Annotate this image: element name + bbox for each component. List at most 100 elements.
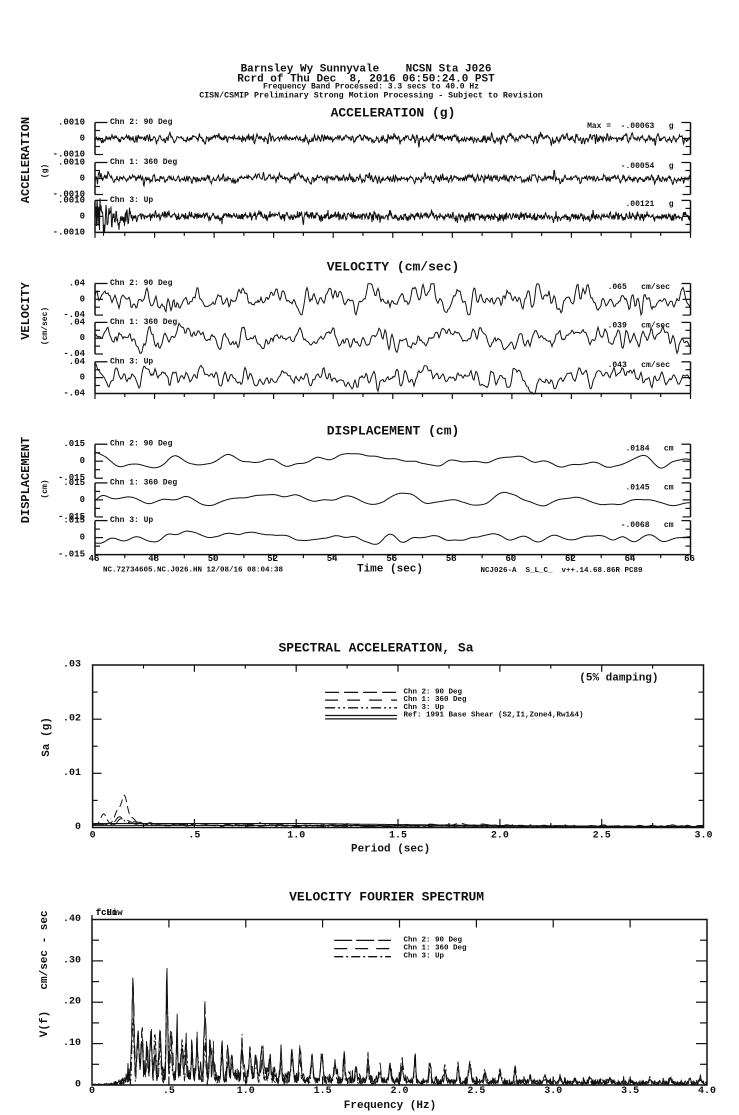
svg-text:0: 0 [80,333,85,343]
svg-text:1.0: 1.0 [287,831,305,842]
svg-text:-.0010: -.0010 [53,227,85,237]
svg-text:.5: .5 [163,1086,175,1097]
svg-text:0: 0 [80,456,85,466]
svg-text:.015: .015 [63,478,85,488]
svg-text:4.0: 4.0 [698,1086,716,1097]
svg-text:3.0: 3.0 [544,1086,562,1097]
svg-text:Chn 3: Up: Chn 3: Up [110,357,153,366]
svg-text:2.5: 2.5 [593,831,611,842]
svg-text:2.0: 2.0 [491,831,509,842]
svg-text:62: 62 [565,554,576,564]
svg-text:-.0010: -.0010 [53,150,85,160]
svg-text:Frequency Band Processed: 3.3: Frequency Band Processed: 3.3 secs to 40… [263,83,479,92]
svg-text:.01: .01 [63,768,81,779]
svg-text:fcLow: fcLow [96,908,124,918]
svg-text:.40: .40 [63,914,81,925]
svg-text:Chn 3: Up: Chn 3: Up [110,516,153,525]
svg-text:2.5: 2.5 [467,1086,485,1097]
svg-text:.10: .10 [63,1038,81,1049]
svg-text:Chn 2: 90 Deg: Chn 2: 90 Deg [404,688,463,696]
svg-text:Chn 1: 360 Deg: Chn 1: 360 Deg [110,318,177,327]
svg-text:0: 0 [80,294,85,304]
svg-text:.043 cm/sec: .043 cm/sec [608,361,671,370]
svg-text:60: 60 [505,554,516,564]
svg-text:46: 46 [89,554,100,564]
svg-text:Rcrd of Thu Dec 8, 2016 06:50: Rcrd of Thu Dec 8, 2016 06:50:24.0 PST [237,74,495,86]
svg-text:.03: .03 [63,660,81,671]
svg-text:Period (sec): Period (sec) [351,844,430,856]
svg-text:58: 58 [446,554,457,564]
svg-text:.015: .015 [63,439,85,449]
svg-text:56: 56 [386,554,397,564]
svg-text:VELOCITY: VELOCITY [19,281,33,339]
svg-text:DISPLACEMENT (cm): DISPLACEMENT (cm) [327,424,460,439]
svg-text:2.0: 2.0 [390,1086,408,1097]
svg-text:.0010: .0010 [58,118,85,128]
svg-text:.04: .04 [69,317,86,327]
svg-text:.04: .04 [69,279,86,289]
svg-text:.20: .20 [63,997,81,1008]
svg-text:.0010: .0010 [58,158,85,168]
svg-text:-.0010: -.0010 [53,190,85,200]
svg-text:(g): (g) [41,164,50,178]
svg-text:.5: .5 [188,831,200,842]
svg-text:1.5: 1.5 [389,831,407,842]
svg-text:1.0: 1.0 [237,1086,255,1097]
svg-text:-.00054 g: -.00054 g [621,162,674,171]
svg-text:Time (sec): Time (sec) [357,564,423,576]
svg-text:64: 64 [625,554,636,564]
svg-text:VELOCITY (cm/sec): VELOCITY (cm/sec) [327,260,460,275]
svg-text:Chn 2: 90 Deg: Chn 2: 90 Deg [110,118,173,127]
svg-text:Max = -.00063 g: Max = -.00063 g [587,122,674,131]
svg-text:NC.72734605.NC.J026.HN 12/08/1: NC.72734605.NC.J026.HN 12/08/16 08:04:38 [103,567,284,575]
svg-text:54: 54 [327,554,338,564]
svg-text:.065 cm/sec: .065 cm/sec [608,283,671,292]
svg-text:Chn 2: 90 Deg: Chn 2: 90 Deg [110,440,173,449]
svg-text:66: 66 [684,554,695,564]
svg-text:.02: .02 [63,714,81,725]
svg-text:.039 cm/sec: .039 cm/sec [608,322,671,331]
svg-text:52: 52 [267,554,278,564]
svg-text:-.04: -.04 [63,310,85,320]
svg-text:0: 0 [80,134,85,144]
svg-text:(5% damping): (5% damping) [579,672,658,684]
svg-text:.00121 g: .00121 g [625,200,673,209]
svg-text:0: 0 [80,174,85,184]
svg-text:NCJ026-A S_L_C_ v++.14.68.86: NCJ026-A S_L_C_ v++.14.68.86R PC89 [481,567,644,575]
svg-text:Ref: 1991 Base Shear (S2,I1,Zo: Ref: 1991 Base Shear (S2,I1,Zone4,Rw1&4) [404,712,584,720]
svg-text:Chn 1: 360 Deg: Chn 1: 360 Deg [404,696,468,704]
svg-text:Chn 1: 360 Deg: Chn 1: 360 Deg [404,945,468,953]
svg-text:.0145 cm: .0145 cm [625,483,673,492]
svg-text:Chn 3: Up: Chn 3: Up [110,196,153,205]
svg-text:DISPLACEMENT: DISPLACEMENT [19,437,33,523]
svg-text:50: 50 [208,554,219,564]
svg-text:0: 0 [80,211,85,221]
svg-text:0: 0 [80,495,85,505]
svg-text:Frequency (Hz): Frequency (Hz) [344,1100,436,1112]
svg-text:0: 0 [75,822,81,833]
svg-text:fcHi: fcHi [96,908,118,918]
svg-text:-.015: -.015 [58,512,85,522]
svg-text:CISN/CSMIP Preliminary Strong: CISN/CSMIP Preliminary Strong Motion Pro… [199,91,543,101]
svg-text:(cm/sec): (cm/sec) [41,307,50,345]
svg-text:48: 48 [148,554,159,564]
svg-text:-.015: -.015 [58,550,85,560]
svg-text:cm/sec - sec: cm/sec - sec [39,910,51,989]
svg-text:0: 0 [80,373,85,383]
svg-text:Chn 2: 90 Deg: Chn 2: 90 Deg [110,279,173,288]
svg-text:(cm): (cm) [41,479,50,498]
svg-text:0: 0 [80,533,85,543]
svg-text:3.0: 3.0 [694,831,712,842]
svg-text:0: 0 [89,1086,95,1097]
svg-text:.30: .30 [63,955,81,966]
svg-text:SPECTRAL ACCELERATION, Sa: SPECTRAL ACCELERATION, Sa [278,641,473,656]
svg-text:-.015: -.015 [58,473,85,483]
svg-text:ACCELERATION: ACCELERATION [19,117,33,203]
svg-text:ACCELERATION (g): ACCELERATION (g) [331,106,456,121]
svg-text:-.04: -.04 [63,349,85,359]
svg-text:-.0068 cm: -.0068 cm [621,521,674,530]
svg-text:Sa (g): Sa (g) [41,717,53,757]
svg-text:0: 0 [90,831,96,842]
svg-text:.0184 cm: .0184 cm [625,445,673,454]
svg-text:Chn 1: 360 Deg: Chn 1: 360 Deg [110,478,177,487]
